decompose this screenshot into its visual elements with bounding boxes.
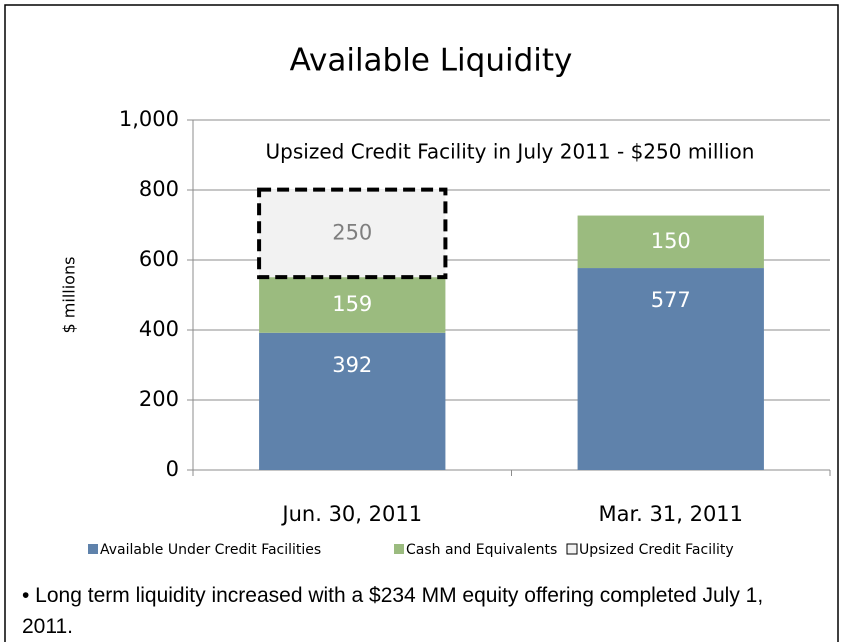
data-label: 392	[332, 353, 372, 377]
data-label: 577	[651, 288, 691, 312]
y-tick-label: 400	[139, 317, 179, 341]
x-tick-label: Jun. 30, 2011	[280, 502, 422, 526]
data-label: 159	[332, 292, 372, 316]
y-tick-label: 0	[166, 457, 179, 481]
bar-segment	[257, 187, 448, 280]
legend-swatch	[394, 544, 404, 554]
chart-title: Available Liquidity	[290, 43, 573, 79]
y-tick-label: 800	[139, 177, 179, 201]
legend-swatch	[88, 544, 98, 554]
bar-segment	[259, 277, 446, 333]
y-axis-label: $ millions	[60, 257, 79, 334]
data-label: 150	[651, 229, 691, 253]
frame	[4, 4, 839, 642]
legend-swatch	[566, 543, 578, 555]
y-tick-label: 1,000	[119, 107, 179, 131]
note: • Long term liquidity increased with a $…	[22, 584, 764, 638]
annotation: Upsized Credit Facility in July 2011 - $…	[266, 140, 755, 164]
legend-label: Cash and Equivalents	[406, 542, 557, 558]
bar-segment	[259, 332, 446, 470]
legend-label: Available Under Credit Facilities	[100, 542, 321, 558]
y-tick-label: 200	[139, 387, 179, 411]
x-tick-label: Mar. 31, 2011	[598, 502, 743, 526]
legend-label: Upsized Credit Facility	[579, 542, 734, 558]
bar-segment	[577, 215, 764, 269]
data-label: 250	[332, 220, 372, 244]
y-tick-label: 600	[139, 247, 179, 271]
bar-segment	[577, 268, 764, 470]
